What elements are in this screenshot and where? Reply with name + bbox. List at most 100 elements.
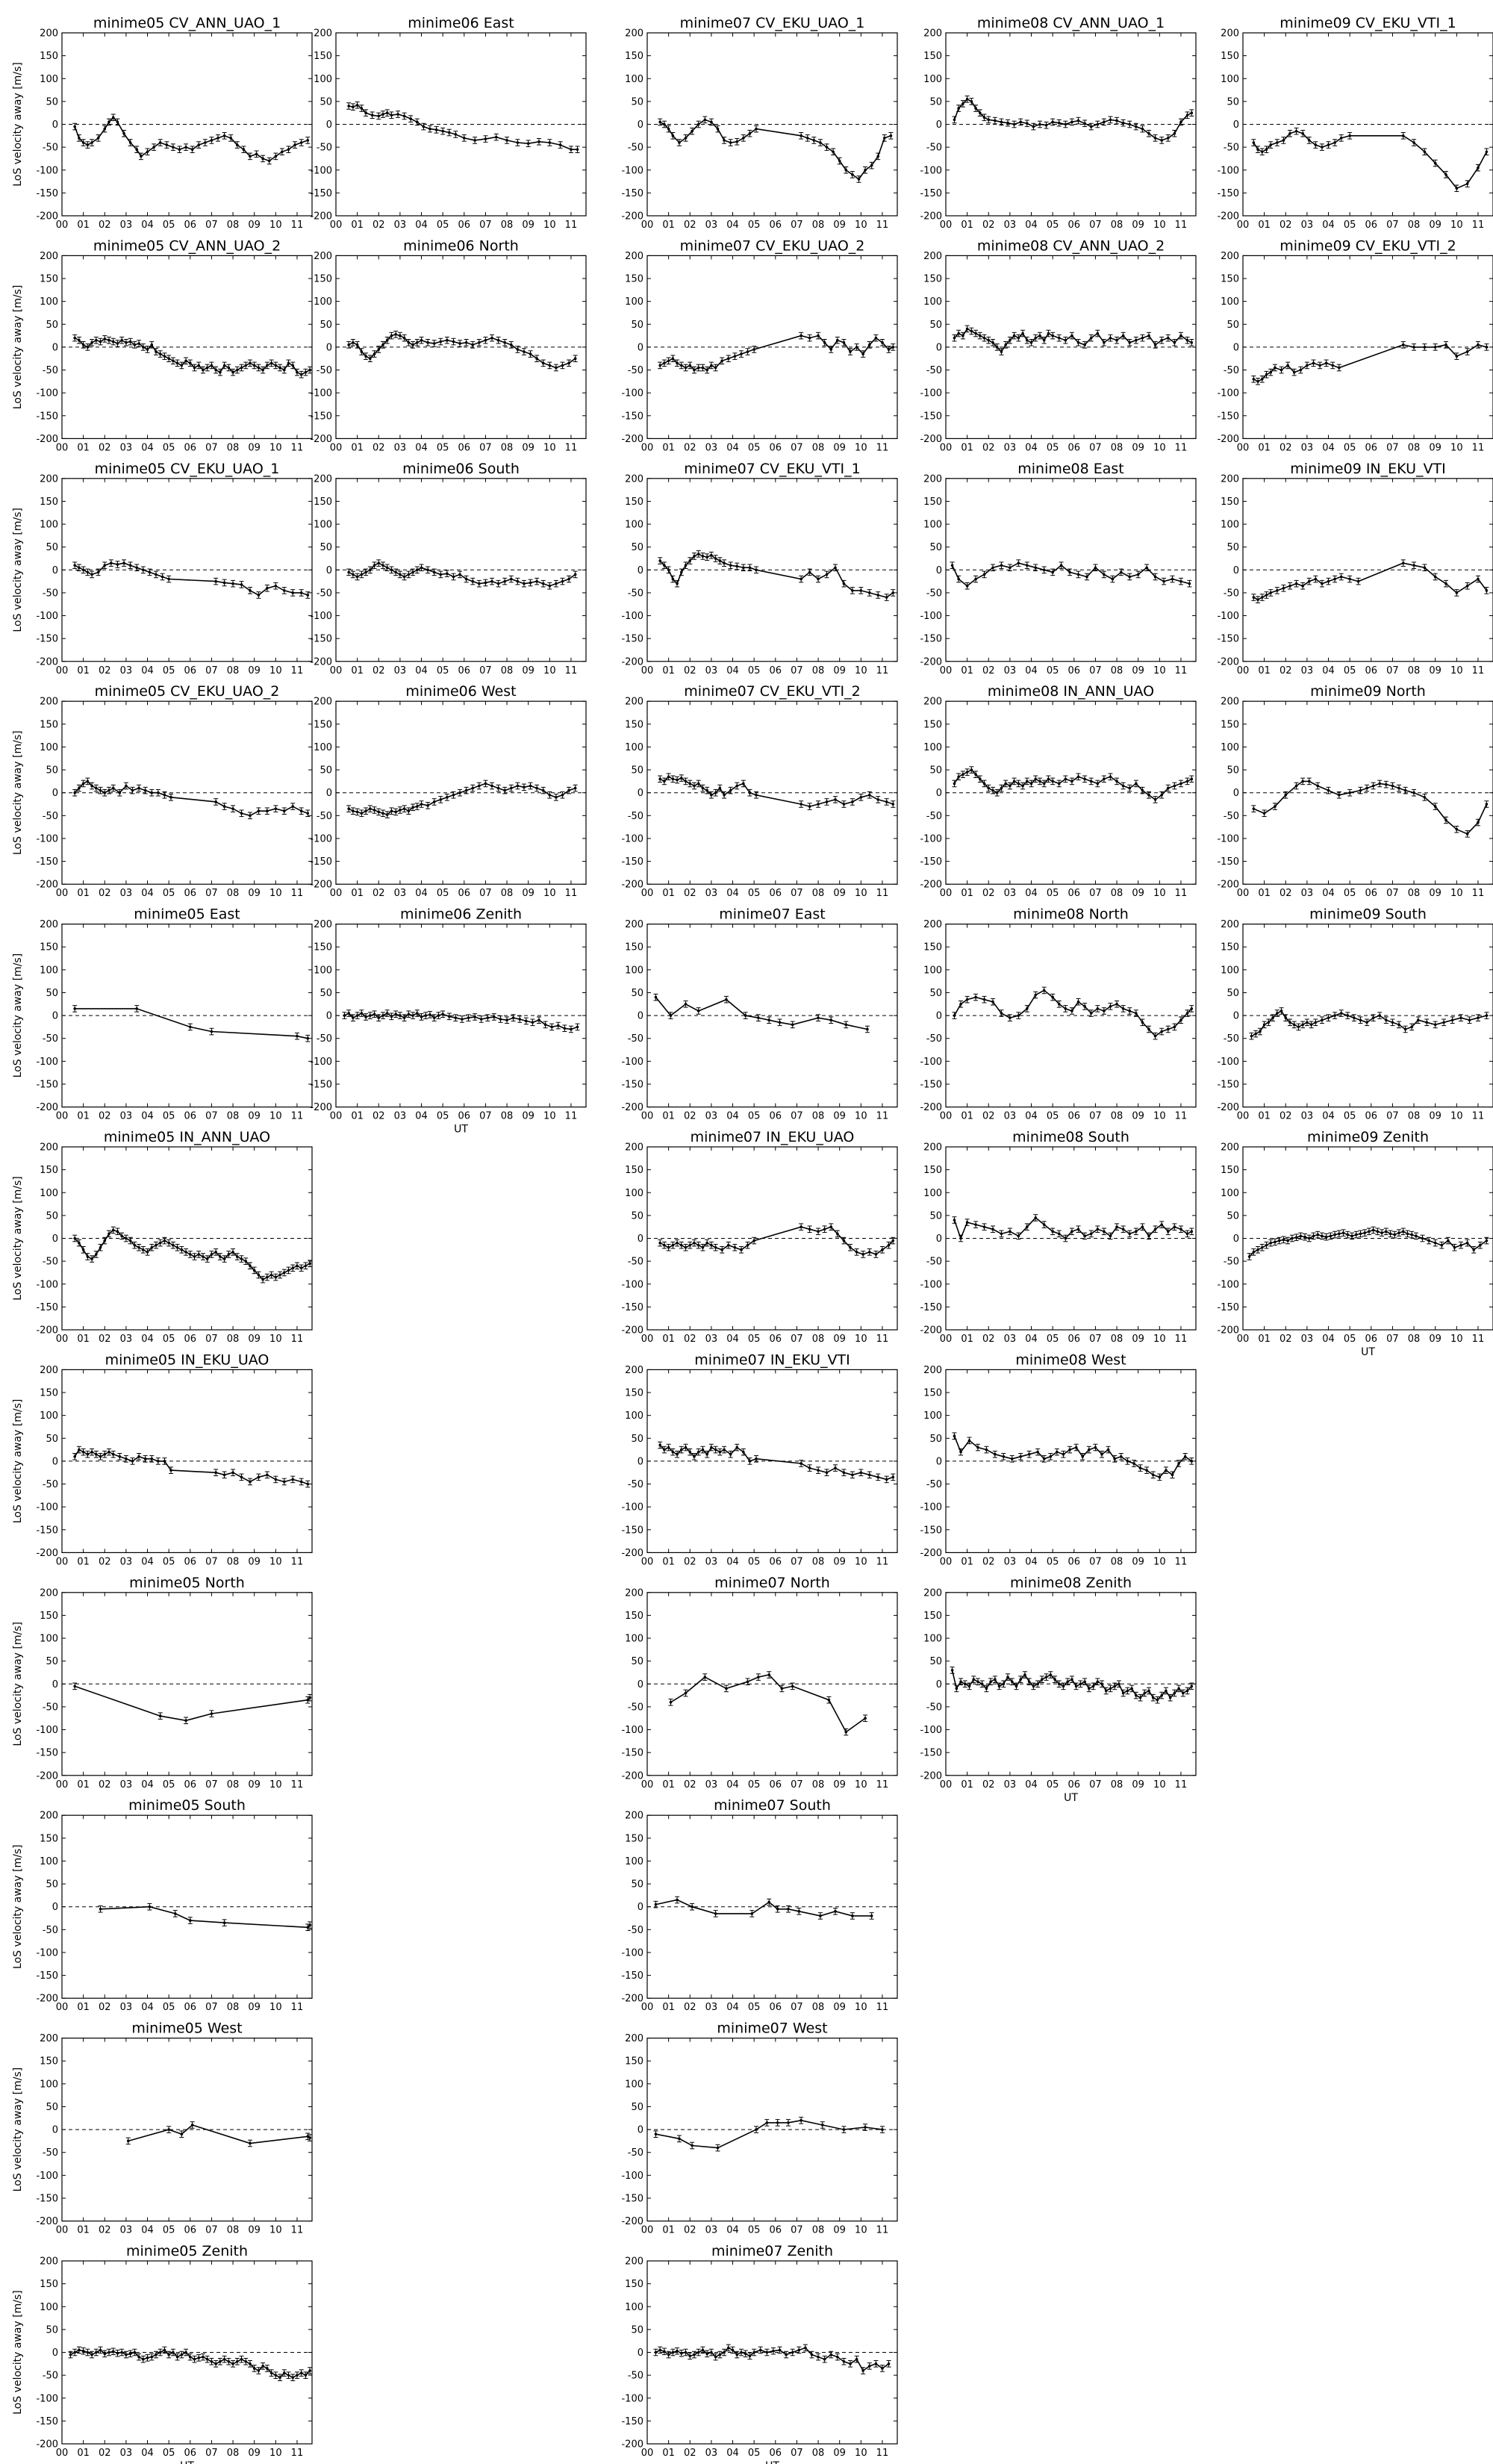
- data-point: [576, 148, 579, 151]
- data-point: [197, 364, 201, 367]
- x-tick-label: 08: [1111, 1111, 1123, 1122]
- panel-title: minime06 South: [402, 461, 520, 477]
- data-point: [1276, 141, 1279, 144]
- y-tick-label: -200: [621, 211, 643, 223]
- data-point: [1029, 340, 1033, 344]
- data-point: [464, 577, 468, 581]
- data-point: [73, 336, 76, 340]
- data-point: [1135, 125, 1138, 128]
- data-point: [961, 102, 964, 105]
- y-tick-label: 0: [52, 565, 58, 576]
- data-point: [748, 791, 752, 794]
- plot-area: [61, 923, 313, 1108]
- data-point: [671, 577, 675, 581]
- x-tick-label: 01: [351, 888, 364, 899]
- y-tick-label: 100: [314, 965, 332, 976]
- x-tick-label: 05: [163, 665, 175, 676]
- data-point: [819, 141, 822, 144]
- data-point: [188, 1025, 192, 1029]
- y-tick-label: -200: [36, 211, 58, 223]
- data-point: [155, 573, 158, 576]
- data-point: [1109, 775, 1112, 779]
- y-axis-label: LoS velocity away [m/s]: [12, 953, 24, 1078]
- data-point: [870, 164, 873, 167]
- data-point: [537, 1018, 540, 1022]
- data-point: [439, 798, 443, 801]
- y-tick-label: 200: [40, 473, 58, 485]
- x-tick-label: 09: [522, 442, 534, 453]
- panel-minime09-cv-eku-vti-2: minime09 CV_EKU_VTI_2-200-150-100-500501…: [1217, 237, 1493, 453]
- x-tick-label: 01: [1258, 220, 1271, 231]
- x-tick-label: 10: [543, 665, 556, 676]
- data-point: [1026, 338, 1029, 342]
- panel-title: minime07 CV_EKU_VTI_2: [684, 683, 860, 700]
- data-point: [1312, 361, 1315, 365]
- data-point: [1021, 332, 1024, 335]
- data-point: [1276, 1012, 1279, 1015]
- x-tick-label: 08: [1408, 1111, 1421, 1122]
- x-tick-label: 04: [1322, 220, 1335, 231]
- x-tick-label: 01: [961, 665, 973, 676]
- x-tick-label: 01: [961, 888, 973, 899]
- data-point: [452, 793, 455, 797]
- y-tick-label: -150: [920, 1079, 942, 1090]
- data-point: [1021, 784, 1024, 788]
- data-point: [953, 336, 956, 340]
- data-point: [891, 346, 895, 349]
- data-point: [548, 141, 552, 144]
- x-tick-label: 09: [1429, 1111, 1441, 1122]
- data-point: [1147, 1027, 1150, 1031]
- data-point: [1455, 591, 1459, 594]
- data-point: [1301, 131, 1304, 135]
- y-tick-label: 200: [1221, 28, 1239, 40]
- data-point: [1153, 798, 1157, 801]
- y-tick-label: 200: [1221, 919, 1239, 930]
- x-tick-label: 11: [565, 220, 578, 231]
- y-tick-label: -100: [1217, 388, 1239, 399]
- data-point: [742, 137, 745, 140]
- data-point: [287, 148, 290, 151]
- data-point: [1038, 780, 1041, 783]
- panel-title: minime09 CV_EKU_VTI_1: [1280, 15, 1456, 31]
- data-point: [308, 368, 311, 372]
- data-point: [1259, 1030, 1262, 1033]
- y-tick-label: 50: [320, 320, 332, 331]
- data-point: [1153, 137, 1157, 140]
- data-point: [729, 564, 732, 567]
- x-tick-label: 08: [501, 220, 514, 231]
- y-tick-label: 200: [314, 251, 332, 262]
- data-point: [701, 366, 705, 370]
- y-tick-label: -100: [36, 833, 58, 844]
- y-tick-label: 50: [320, 96, 332, 108]
- data-point: [1331, 364, 1335, 367]
- data-point: [987, 118, 991, 122]
- data-point: [90, 340, 93, 344]
- y-tick-label: 0: [638, 119, 643, 131]
- y-tick-label: 150: [923, 51, 942, 62]
- data-point: [152, 146, 155, 149]
- data-point: [86, 780, 90, 783]
- data-point: [1269, 370, 1273, 374]
- data-point: [1179, 120, 1182, 124]
- x-tick-label: 02: [1280, 888, 1292, 899]
- y-tick-label: 50: [1226, 320, 1239, 331]
- x-tick-label: 03: [120, 665, 133, 676]
- y-tick-label: 100: [40, 965, 58, 976]
- x-tick-label: 00: [1237, 442, 1250, 453]
- x-tick-label: 11: [1472, 220, 1485, 231]
- data-point: [274, 584, 278, 588]
- data-point: [684, 137, 688, 140]
- data-point: [1433, 805, 1437, 808]
- data-point: [364, 809, 367, 812]
- y-tick-label: -50: [1224, 143, 1239, 154]
- y-tick-label: 0: [326, 119, 332, 131]
- data-point: [190, 148, 194, 151]
- data-point: [974, 577, 977, 581]
- data-point: [883, 137, 886, 140]
- data-point: [281, 150, 284, 154]
- x-tick-label: 06: [770, 1111, 782, 1122]
- data-point: [982, 336, 986, 340]
- x-tick-label: 10: [269, 665, 282, 676]
- data-point: [1128, 122, 1132, 126]
- data-point: [808, 336, 811, 340]
